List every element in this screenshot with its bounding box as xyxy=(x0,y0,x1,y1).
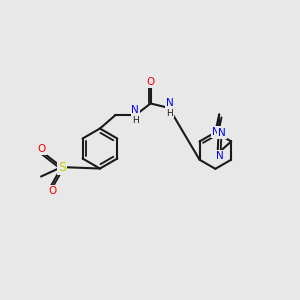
Text: H: H xyxy=(132,116,139,125)
Text: N: N xyxy=(131,105,139,115)
Text: N: N xyxy=(216,151,224,161)
Text: O: O xyxy=(146,77,155,87)
Text: H: H xyxy=(166,109,173,118)
Text: O: O xyxy=(49,186,57,196)
Text: N: N xyxy=(166,98,173,108)
Text: S: S xyxy=(58,160,66,174)
Text: N: N xyxy=(212,127,220,137)
Text: O: O xyxy=(38,144,46,154)
Text: N: N xyxy=(218,128,226,138)
